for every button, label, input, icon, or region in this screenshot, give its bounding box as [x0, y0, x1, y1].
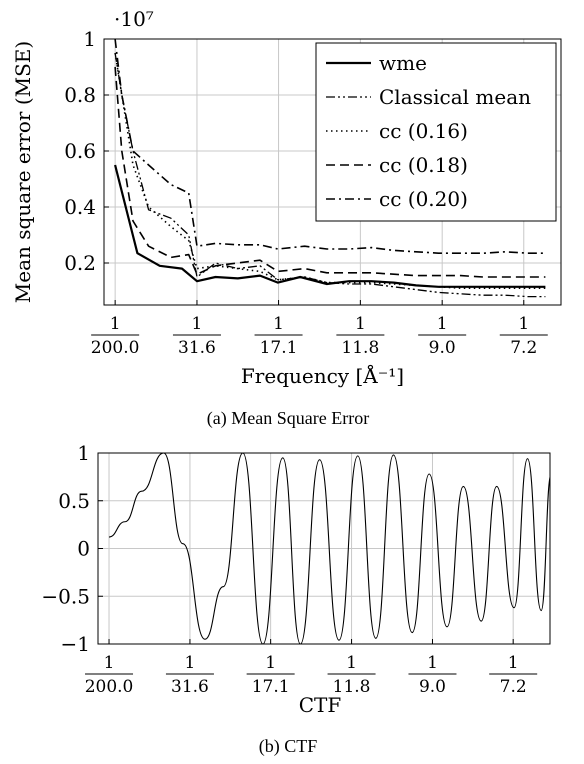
mse-legend-box: [315, 42, 557, 222]
series-line-classical-mean: [114, 52, 546, 298]
y-tick-label: 0.4: [64, 195, 96, 219]
x-tick-denominator: 7.2: [510, 338, 537, 358]
mse-ticks: 1 200.0 1 31.6 1 17.1 1 11.8 1 9.0 1 7.2 0.2 0.4 0.6 0.…: [64, 27, 548, 358]
series-line-cc-0-18: [114, 66, 546, 278]
x-tick-denominator: 200.0: [91, 338, 140, 358]
x-tick-numerator: 1: [508, 653, 519, 673]
mse-chart: 1 200.0 1 31.6 1 17.1 1 11.8 1 9.0 1 7.2 0.2 0.4 0.6 0.…: [11, 7, 562, 429]
y-tick-label: 1: [83, 27, 96, 51]
legend-entry-label: cc (0.16): [379, 119, 468, 143]
legend-entry-label: cc (0.20): [379, 187, 468, 211]
mse-series-group: [114, 39, 546, 298]
ctf-grid: [98, 452, 550, 645]
mse-y-scale-label: ·10⁷: [114, 7, 154, 31]
x-tick-numerator: 1: [192, 314, 203, 334]
x-tick-denominator: 9.0: [429, 338, 456, 358]
x-tick-numerator: 1: [265, 653, 276, 673]
legend-entry-label: Classical mean: [379, 85, 531, 109]
x-tick-numerator: 1: [518, 314, 529, 334]
y-tick-label: −0.5: [41, 584, 90, 608]
x-tick-denominator: 9.0: [419, 677, 446, 697]
y-tick-label: 0.5: [58, 489, 90, 513]
x-tick-numerator: 1: [346, 653, 357, 673]
x-tick-numerator: 1: [427, 653, 438, 673]
mse-legend: wme Classical mean cc (0.16) cc (0.18) cc (0…: [315, 42, 557, 222]
x-tick-denominator: 17.1: [260, 338, 298, 358]
x-tick-denominator: 11.8: [341, 338, 379, 358]
mse-plot-frame: [103, 38, 562, 306]
ctf-ticks: 1 200.0 1 31.6 1 17.1 1 11.8 1 9.0 1 7.2 −1 −0.5 0 0.5 1: [41, 441, 538, 697]
x-tick-denominator: 31.6: [178, 338, 216, 358]
y-tick-label: 0.2: [64, 251, 96, 275]
x-tick-denominator: 7.2: [500, 677, 527, 697]
y-tick-label: 0: [77, 537, 90, 561]
series-line-ctf: [108, 453, 550, 644]
x-tick-denominator: 17.1: [252, 677, 290, 697]
ctf-chart: 1200.0131.6117.1111.819.017.2−1−0.500.51…: [41, 441, 551, 757]
ctf-caption: (b) CTF: [259, 736, 318, 757]
x-tick-numerator: 1: [104, 653, 115, 673]
ctf-x-axis-label: CTF: [299, 693, 342, 717]
x-tick-numerator: 1: [110, 314, 121, 334]
x-tick-numerator: 1: [355, 314, 366, 334]
x-tick-denominator: 200.0: [85, 677, 134, 697]
mse-y-axis-label: Mean square error (MSE): [11, 41, 35, 303]
y-tick-label: 0.6: [64, 139, 96, 163]
y-tick-label: −1: [61, 632, 90, 656]
series-line-wme: [114, 164, 546, 288]
ctf-series-group: [108, 453, 550, 644]
mse-caption: (a) Mean Square Error: [207, 408, 369, 429]
legend-entry-label: wme: [379, 51, 427, 75]
x-tick-numerator: 1: [437, 314, 448, 334]
x-tick-numerator: 1: [273, 314, 284, 334]
y-tick-label: 1: [77, 441, 90, 465]
x-tick-denominator: 11.8: [333, 677, 371, 697]
x-tick-denominator: 31.6: [171, 677, 209, 697]
legend-entry-label: cc (0.18): [379, 153, 468, 177]
series-line-cc-0-20: [114, 39, 546, 254]
x-tick-numerator: 1: [185, 653, 196, 673]
mse-x-axis-label: Frequency [Å⁻¹]: [241, 363, 404, 388]
y-tick-label: 0.8: [64, 83, 96, 107]
